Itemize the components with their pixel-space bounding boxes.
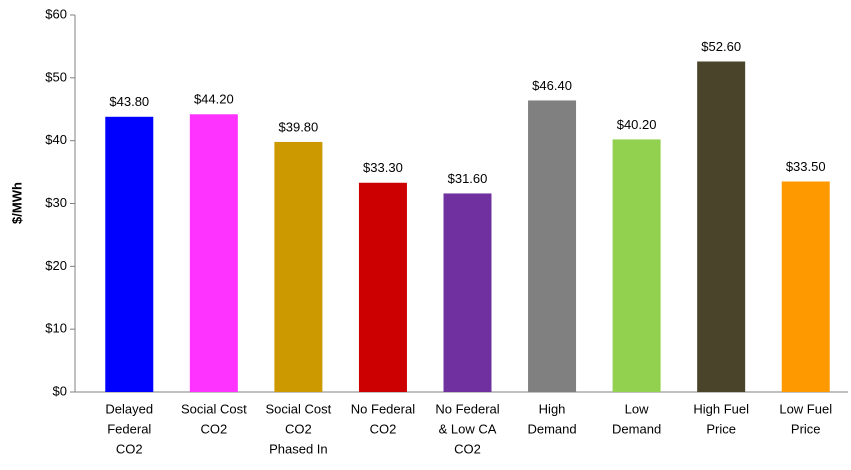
value-label: $52.60 [701,39,741,54]
x-tick-label: Low [625,401,649,416]
x-tick-label: Federal [107,421,151,436]
x-tick-label: Social Cost [266,401,332,416]
y-tick-label: $60 [45,6,67,21]
x-tick-label: High Fuel [693,401,749,416]
x-tick-label: Price [706,421,736,436]
y-tick-label: $20 [45,258,67,273]
bar [612,139,661,392]
x-tick-label: No Federal [435,401,499,416]
y-tick-label: $30 [45,195,67,210]
x-tick-label: CO2 [454,441,481,456]
x-tick-label: Phased In [269,441,328,456]
bar [358,182,407,392]
value-label: $44.20 [194,92,234,107]
bar [443,193,492,392]
x-tick-label: CO2 [285,421,312,436]
value-label: $40.20 [617,117,657,132]
y-axis-label: $/MWh [9,182,24,224]
bar [781,181,830,392]
x-tick-label: No Federal [351,401,415,416]
value-label: $31.60 [448,171,488,186]
x-tick-label: CO2 [116,441,143,456]
x-tick-label: CO2 [370,421,397,436]
value-label: $46.40 [532,78,572,93]
bar [528,100,577,392]
bar [105,116,154,392]
x-tick-label: Demand [527,421,576,436]
value-label: $39.80 [279,119,319,134]
x-tick-label: CO2 [200,421,227,436]
bar [189,114,238,392]
y-tick-label: $10 [45,321,67,336]
x-tick-label: & Low CA [439,421,497,436]
y-tick-label: $40 [45,132,67,147]
y-tick-label: $0 [53,383,67,398]
x-tick-label: High [539,401,566,416]
value-label: $33.30 [363,160,403,175]
y-tick-label: $50 [45,69,67,84]
value-label: $43.80 [109,94,149,109]
x-tick-label: Price [791,421,821,436]
x-tick-label: Low Fuel [779,401,832,416]
x-tick-label: Delayed [105,401,153,416]
bar [697,61,746,392]
x-tick-label: Social Cost [181,401,247,416]
x-tick-label: Demand [612,421,661,436]
bar [274,141,323,392]
value-label: $33.50 [786,159,826,174]
